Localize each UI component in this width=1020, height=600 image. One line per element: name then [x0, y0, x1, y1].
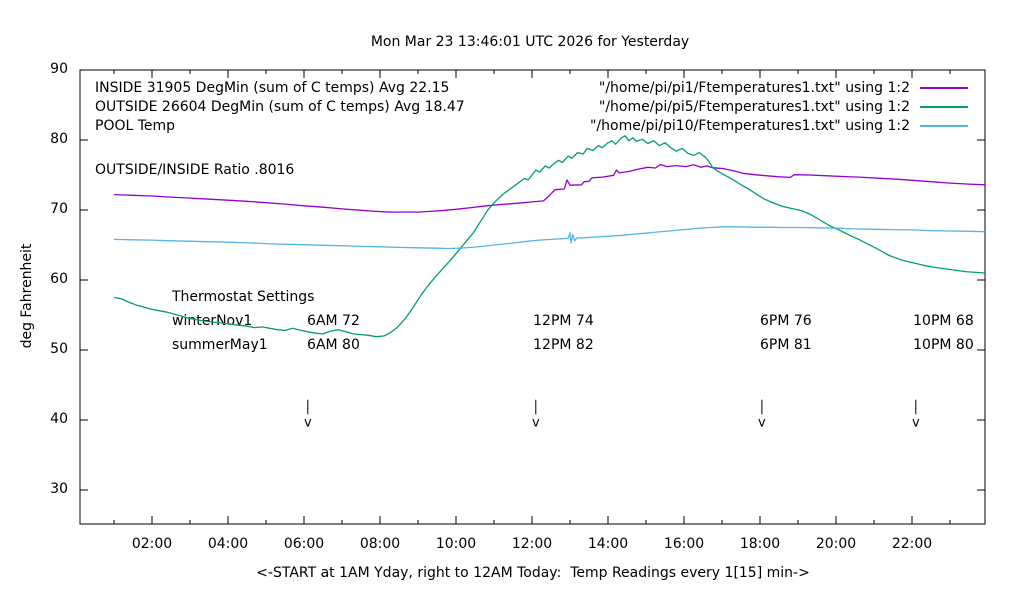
x-tick-label: 16:00: [663, 536, 705, 552]
legend-row-outside: OUTSIDE 26604 DegMin (sum of C temps) Av…: [95, 97, 968, 116]
x-tick-label: 06:00: [283, 536, 325, 552]
thermostat-row-winter-label: winterNov1: [172, 313, 253, 329]
thermostat-setting: 10PM 80: [913, 337, 974, 353]
legend-file-label: "/home/pi/pi5/Ftemperatures1.txt" using …: [598, 98, 910, 115]
y-tick-label: 50: [50, 341, 68, 357]
thermostat-row-summer-label: summerMay1: [172, 337, 268, 353]
thermostat-setting: 6AM 80: [307, 337, 360, 353]
legend-series-label: OUTSIDE 26604 DegMin (sum of C temps) Av…: [95, 98, 465, 115]
thermostat-heading: Thermostat Settings: [172, 289, 315, 305]
legend-line-sample: [920, 124, 968, 127]
thermostat-setting: 12PM 82: [533, 337, 594, 353]
x-tick-label: 10:00: [435, 536, 477, 552]
ratio-annotation: OUTSIDE/INSIDE Ratio .8016: [95, 162, 295, 178]
thermostat-setting: 6PM 81: [760, 337, 812, 353]
legend-series-label: INSIDE 31905 DegMin (sum of C temps) Avg…: [95, 79, 450, 96]
setpoint-arrow-head: v: [532, 415, 540, 430]
series-line-pool: [113, 226, 986, 250]
legend-file-label: "/home/pi/pi10/Ftemperatures1.txt" using…: [589, 117, 910, 134]
legend-line-sample: [920, 105, 968, 108]
x-tick-label: 18:00: [739, 536, 781, 552]
legend-line-sample: [920, 86, 968, 89]
y-tick-label: 60: [50, 271, 68, 287]
y-tick-label: 80: [50, 131, 68, 147]
x-tick-label: 04:00: [207, 536, 249, 552]
legend-file-label: "/home/pi/pi1/Ftemperatures1.txt" using …: [598, 79, 910, 96]
y-axis-label: deg Fahrenheit: [19, 243, 35, 349]
legend: INSIDE 31905 DegMin (sum of C temps) Avg…: [95, 78, 968, 135]
setpoint-arrow-head: v: [304, 415, 312, 430]
legend-row-pool: POOL Temp "/home/pi/pi10/Ftemperatures1.…: [95, 116, 968, 135]
y-tick-label: 70: [50, 201, 68, 217]
thermostat-setting: 12PM 74: [533, 313, 594, 329]
y-tick-label: 30: [50, 481, 68, 497]
thermostat-setting: 6PM 76: [760, 313, 812, 329]
legend-series-label: POOL Temp: [95, 117, 176, 134]
x-tick-label: 02:00: [131, 536, 173, 552]
chart-title: Mon Mar 23 13:46:01 UTC 2026 for Yesterd…: [370, 34, 690, 50]
setpoint-arrow-head: v: [758, 415, 766, 430]
setpoint-arrow-head: v: [912, 415, 920, 430]
legend-row-inside: INSIDE 31905 DegMin (sum of C temps) Avg…: [95, 78, 968, 97]
x-tick-label: 08:00: [359, 536, 401, 552]
y-tick-label: 90: [50, 61, 68, 77]
x-tick-label: 22:00: [891, 536, 933, 552]
thermostat-setting: 10PM 68: [913, 313, 974, 329]
y-tick-label: 40: [50, 411, 68, 427]
x-tick-label: 14:00: [587, 536, 629, 552]
x-tick-label: 20:00: [815, 536, 857, 552]
x-axis-label: <-START at 1AM Yday, right to 12AM Today…: [256, 565, 810, 581]
x-tick-label: 12:00: [511, 536, 553, 552]
thermostat-setting: 6AM 72: [307, 313, 360, 329]
